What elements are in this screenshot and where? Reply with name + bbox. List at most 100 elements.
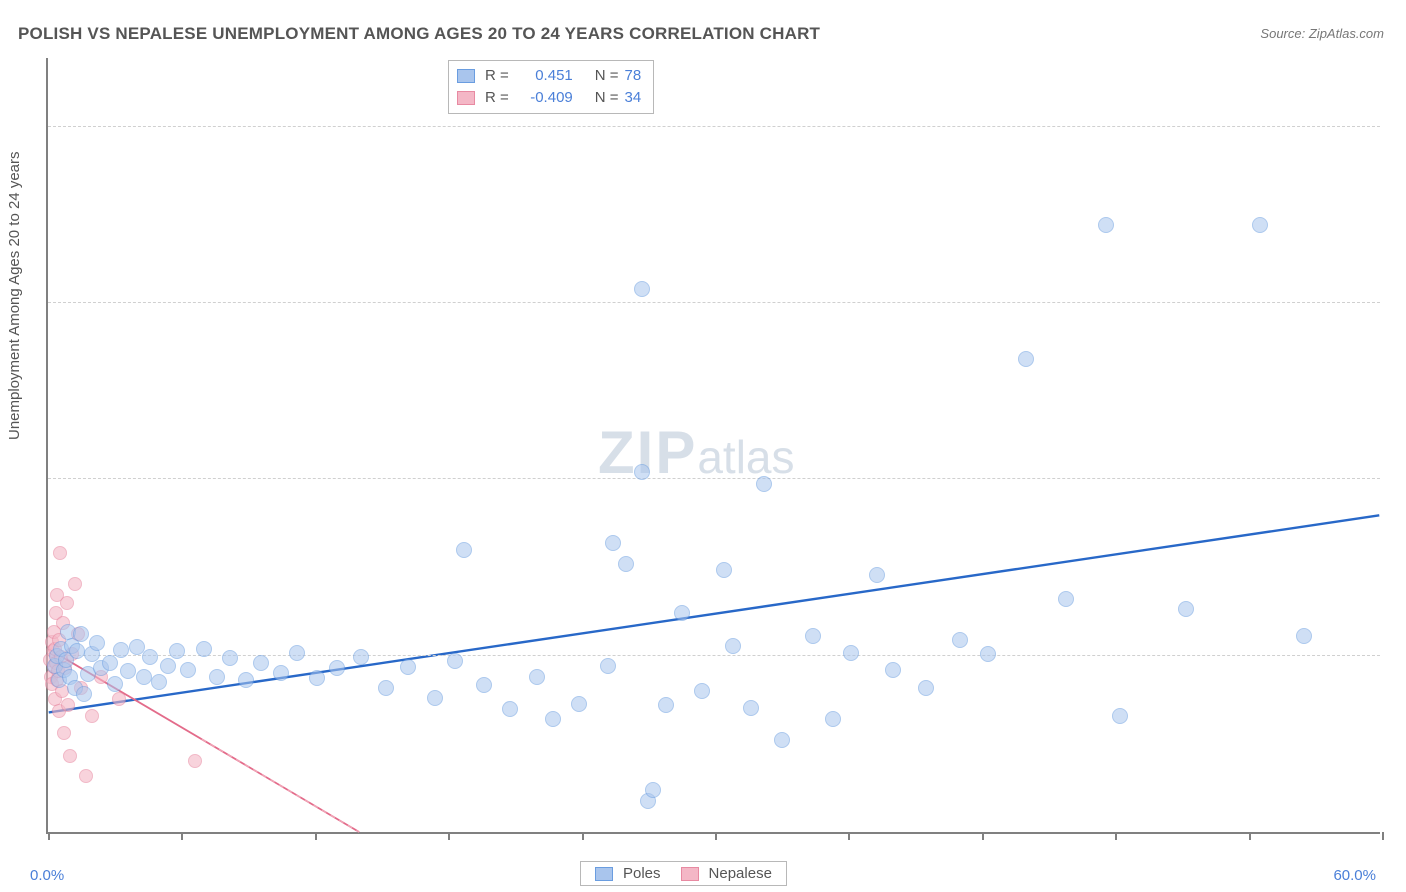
- scatter-point: [502, 701, 518, 717]
- scatter-point: [136, 669, 152, 685]
- r-label: R =: [485, 87, 509, 109]
- n-label: N =: [595, 65, 619, 87]
- x-tick: [1249, 832, 1251, 840]
- scatter-point: [571, 696, 587, 712]
- scatter-point: [107, 676, 123, 692]
- x-tick: [315, 832, 317, 840]
- scatter-point: [885, 662, 901, 678]
- scatter-point: [427, 690, 443, 706]
- r-value: -0.409: [515, 87, 573, 109]
- scatter-point: [600, 658, 616, 674]
- scatter-point: [694, 683, 710, 699]
- scatter-point: [1178, 601, 1194, 617]
- scatter-point: [658, 697, 674, 713]
- scatter-point: [142, 649, 158, 665]
- scatter-point: [69, 643, 85, 659]
- scatter-point: [918, 680, 934, 696]
- source-attribution: Source: ZipAtlas.com: [1260, 26, 1384, 41]
- scatter-point: [869, 567, 885, 583]
- scatter-point: [756, 476, 772, 492]
- scatter-point: [76, 686, 92, 702]
- scatter-point: [805, 628, 821, 644]
- gridline-h: [48, 478, 1380, 479]
- scatter-point: [634, 281, 650, 297]
- scatter-point: [545, 711, 561, 727]
- x-tick: [848, 832, 850, 840]
- scatter-point: [843, 645, 859, 661]
- scatter-point: [209, 669, 225, 685]
- scatter-point: [1296, 628, 1312, 644]
- r-label: R =: [485, 65, 509, 87]
- y-axis-label: Unemployment Among Ages 20 to 24 years: [6, 151, 23, 440]
- scatter-point: [725, 638, 741, 654]
- scatter-point: [169, 643, 185, 659]
- scatter-point: [289, 645, 305, 661]
- scatter-point: [113, 642, 129, 658]
- scatter-point: [1098, 217, 1114, 233]
- correlation-stats-box: R = 0.451 N = 78 R = -0.409 N = 34: [448, 60, 654, 114]
- legend-swatch: [595, 867, 613, 881]
- scatter-point: [160, 658, 176, 674]
- gridline-h: [48, 126, 1380, 127]
- scatter-point: [1112, 708, 1128, 724]
- scatter-point: [60, 596, 74, 610]
- scatter-point: [273, 665, 289, 681]
- scatter-point: [53, 546, 67, 560]
- stats-row: R = -0.409 N = 34: [457, 87, 641, 109]
- x-tick: [1115, 832, 1117, 840]
- scatter-point: [89, 635, 105, 651]
- scatter-point: [674, 605, 690, 621]
- scatter-point: [222, 650, 238, 666]
- scatter-point: [120, 663, 136, 679]
- y-tick-label: 37.5%: [1392, 276, 1406, 294]
- scatter-point: [716, 562, 732, 578]
- x-axis-origin-label: 0.0%: [30, 867, 64, 884]
- x-tick: [582, 832, 584, 840]
- gridline-h: [48, 302, 1380, 303]
- scatter-point: [112, 692, 126, 706]
- n-value: 78: [625, 65, 642, 87]
- scatter-point: [309, 670, 325, 686]
- scatter-point: [68, 577, 82, 591]
- legend-swatch: [681, 867, 699, 881]
- trend-line: [202, 739, 359, 832]
- scatter-point: [456, 542, 472, 558]
- n-value: 34: [625, 87, 642, 109]
- scatter-point: [825, 711, 841, 727]
- scatter-point: [61, 698, 75, 712]
- scatter-point: [63, 749, 77, 763]
- scatter-point: [1252, 217, 1268, 233]
- legend-item: Nepalese: [681, 865, 772, 882]
- scatter-point: [476, 677, 492, 693]
- scatter-point: [774, 732, 790, 748]
- gridline-h: [48, 655, 1380, 656]
- scatter-point: [634, 464, 650, 480]
- scatter-point: [329, 660, 345, 676]
- n-label: N =: [595, 87, 619, 109]
- scatter-point: [618, 556, 634, 572]
- trend-lines: [48, 58, 1380, 832]
- scatter-point: [952, 632, 968, 648]
- stats-swatch: [457, 69, 475, 83]
- scatter-point: [180, 662, 196, 678]
- chart-title: POLISH VS NEPALESE UNEMPLOYMENT AMONG AG…: [18, 24, 820, 44]
- r-value: 0.451: [515, 65, 573, 87]
- scatter-point: [1058, 591, 1074, 607]
- y-tick-label: 12.5%: [1392, 629, 1406, 647]
- scatter-point: [529, 669, 545, 685]
- legend-item: Poles: [595, 865, 661, 882]
- x-tick: [1382, 832, 1384, 840]
- scatter-point: [400, 659, 416, 675]
- x-axis-max-label: 60.0%: [1333, 867, 1376, 884]
- scatter-point: [102, 655, 118, 671]
- scatter-point: [743, 700, 759, 716]
- scatter-point: [57, 726, 71, 740]
- legend-label: Nepalese: [709, 865, 772, 882]
- scatter-point: [447, 653, 463, 669]
- scatter-point: [196, 641, 212, 657]
- y-tick-label: 50.0%: [1392, 100, 1406, 118]
- y-tick-label: 25.0%: [1392, 452, 1406, 470]
- chart-plot-area: ZIPatlas R =0.451N = 78R =-0.409N = 34 1…: [46, 58, 1380, 834]
- scatter-point: [73, 626, 89, 642]
- stats-row: R = 0.451 N = 78: [457, 65, 641, 87]
